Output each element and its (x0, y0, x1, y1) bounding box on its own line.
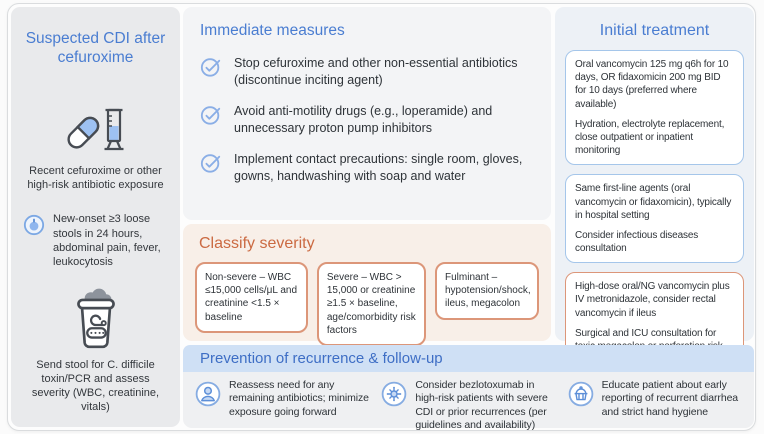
prevention-header-band: Prevention of recurrence & follow-up (183, 345, 754, 372)
immediate-item-text: Implement contact precautions: single ro… (234, 152, 523, 183)
prevention-title: Prevention of recurrence & follow-up (200, 350, 443, 367)
severity-boxes: Non-severe – WBC ≤15,000 cells/μL and cr… (195, 262, 539, 346)
severity-box-non-severe: Non-severe – WBC ≤15,000 cells/μL and cr… (195, 262, 308, 333)
prevention-item-text: Reassess need for any remaining antibiot… (229, 379, 369, 418)
treatment-box-severe: Same first-line agents (oral vancomycin … (565, 174, 744, 264)
treatment-text: Same first-line agents (oral vancomycin … (575, 183, 732, 221)
immediate-item-text: Avoid anti-motility drugs (e.g., loperam… (234, 104, 493, 135)
immediate-item: Implement contact precautions: single ro… (200, 151, 534, 184)
classify-severity-panel: Classify severity Non-severe – WBC ≤15,0… (183, 224, 551, 346)
circle-dot-icon (23, 215, 45, 236)
initial-treatment-title: Initial treatment (599, 22, 710, 39)
immediate-item: Stop cefuroxime and other non-essential … (200, 55, 534, 88)
symptoms-text: New-onset ≥3 loose stools in 24 hours, a… (53, 213, 161, 269)
prevention-item-text: Consider bezlotoxumab in high-risk patie… (415, 379, 548, 432)
severity-box-severe: Severe – WBC > 15,000 or creatinine ≥1.5… (316, 262, 426, 346)
virus-circle-icon (382, 381, 407, 407)
left-panel-title: Suspected CDI after cefuroxime (25, 30, 166, 67)
stool-test-text: Send stool for C. difficile toxin/PCR an… (31, 358, 160, 414)
infographic-card: Suspected CDI after cefuroxime Recent ce… (7, 3, 756, 431)
immediate-measures-title: Immediate measures (200, 22, 345, 39)
initial-treatment-panel: Initial treatment Oral vancomycin 125 mg… (555, 7, 754, 362)
treatment-box-non-severe: Oral vancomycin 125 mg q6h for 10 days, … (565, 50, 744, 166)
immediate-measures-panel: Immediate measures Stop cefuroxime and o… (183, 7, 551, 220)
check-circle-icon (200, 106, 221, 125)
prevention-item-educate: Educate patient about early reporting of… (568, 379, 746, 422)
suspected-cdi-panel: Suspected CDI after cefuroxime Recent ce… (11, 7, 180, 427)
pill-and-test-tube-icon (21, 104, 170, 156)
person-circle-icon (195, 381, 221, 407)
classify-severity-title: Classify severity (199, 235, 315, 252)
check-circle-icon (200, 154, 221, 173)
prevention-item-reassess: Reassess need for any remaining antibiot… (195, 379, 373, 422)
symptoms-item: New-onset ≥3 loose stools in 24 hours, a… (23, 212, 168, 269)
treatment-text: Oral vancomycin 125 mg q6h for 10 days, … (575, 59, 729, 110)
prevention-item-text: Educate patient about early reporting of… (601, 379, 739, 418)
treatment-text: Hydration, electrolyte replacement, clos… (575, 118, 725, 157)
check-circle-icon (200, 58, 221, 77)
hygiene-basket-circle-icon (568, 381, 593, 407)
prevention-items-row: Reassess need for any remaining antibiot… (183, 372, 754, 431)
immediate-item: Avoid anti-motility drugs (e.g., loperam… (200, 103, 534, 136)
treatment-text: High-dose oral/NG vancomycin plus IV met… (575, 281, 730, 319)
stool-sample-container-icon (21, 286, 170, 352)
prevention-item-bezlotoxumab: Consider bezlotoxumab in high-risk patie… (381, 379, 559, 431)
immediate-item-text: Stop cefuroxime and other non-essential … (234, 56, 518, 87)
exposure-text: Recent cefuroxime or other high-risk ant… (27, 164, 164, 192)
severity-box-fulminant: Fulminant – hypotension/shock, ileus, me… (435, 262, 539, 320)
treatment-text: Consider infectious diseases consultatio… (575, 229, 699, 255)
